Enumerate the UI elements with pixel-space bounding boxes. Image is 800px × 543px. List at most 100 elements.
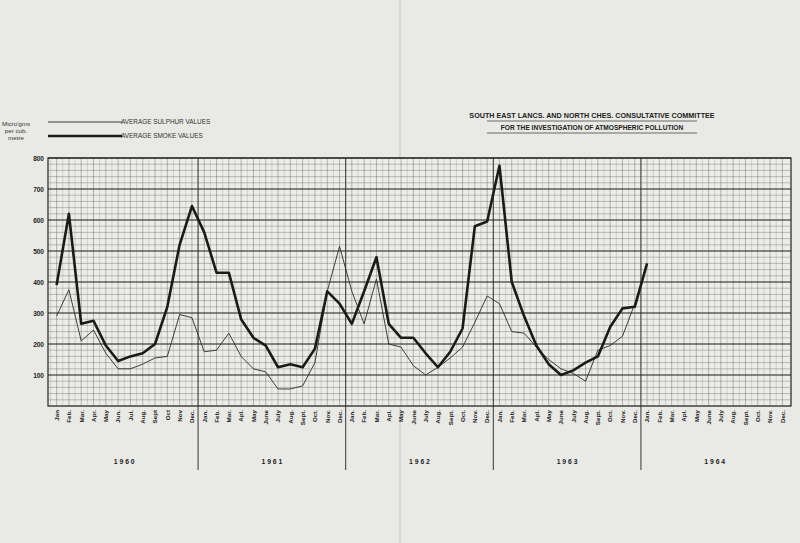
x-tick-label: Sept.	[594, 410, 601, 425]
x-tick-label: Feb.	[65, 410, 72, 423]
x-tick-label: Sept.	[447, 410, 454, 425]
x-tick-label: Oct	[164, 410, 171, 420]
x-tick-label: Sept.	[742, 410, 749, 425]
x-tick-label: Feb.	[213, 410, 220, 423]
x-tick-label: Oct.	[606, 410, 613, 422]
x-tick-label: Mar.	[78, 410, 85, 423]
x-tick-label: Dec.	[336, 410, 343, 423]
x-tick-label: Nov.	[324, 410, 331, 423]
x-tick-label: Feb.	[360, 410, 367, 423]
x-tick-label: May	[693, 409, 700, 422]
title-rule	[487, 133, 697, 134]
year-label: 1 9 6 4	[704, 458, 725, 465]
minor-grid	[48, 158, 791, 159]
legend-swatch	[48, 135, 122, 138]
x-tick-label: Mar.	[225, 410, 232, 423]
legend-label: AVERAGE SULPHUR VALUES	[121, 118, 210, 125]
x-tick-label: Oct.	[754, 410, 761, 422]
minor-grid	[48, 251, 791, 252]
x-tick-label: Dec.	[483, 410, 490, 423]
chart: SOUTH EAST LANCS. AND NORTH CHES. CONSUL…	[0, 0, 800, 543]
grid-line	[48, 220, 791, 221]
x-tick-label: Nov.	[619, 410, 626, 423]
x-tick-label: Mar.	[668, 410, 675, 423]
x-tick-label: Oct.	[311, 410, 318, 422]
x-tick-label: Jan.	[201, 410, 208, 423]
minor-grid	[48, 220, 791, 221]
y-tick-label: 600	[33, 217, 44, 224]
plot-frame	[48, 158, 791, 406]
grid-line	[48, 189, 791, 190]
minor-grid	[48, 313, 791, 314]
subtitle: FOR THE INVESTIGATION OF ATMOSPHERIC POL…	[501, 124, 684, 131]
series-line	[57, 166, 647, 375]
x-tick-label: July	[717, 409, 724, 422]
grid-line	[48, 282, 791, 283]
x-tick-label: Jan.	[643, 410, 650, 423]
x-tick-label: Mar.	[520, 410, 527, 423]
x-tick-label: Aug.	[287, 410, 294, 424]
grid-line	[48, 313, 791, 314]
legend-swatch	[48, 122, 122, 123]
x-tick-label: Mar.	[373, 410, 380, 423]
x-tick-label: Jun.	[114, 410, 121, 423]
x-tick-label: July	[570, 409, 577, 422]
x-tick-label: Jul.	[127, 410, 134, 421]
x-tick-label: June	[705, 409, 712, 424]
minor-grid	[48, 189, 791, 190]
y-tick-label: 100	[33, 372, 44, 379]
x-tick-label: Jan.	[496, 410, 503, 423]
x-tick-label: Apl.	[680, 410, 687, 422]
grid-line	[48, 375, 791, 376]
x-tick-label: Oct.	[459, 410, 466, 422]
x-tick-label: Feb.	[508, 410, 515, 423]
x-tick-label: May	[102, 409, 109, 422]
x-tick-label: Dec.	[188, 410, 195, 423]
year-label: 1 9 6 1	[261, 458, 282, 465]
grid-line	[48, 251, 791, 252]
x-tick-label: June	[410, 409, 417, 424]
x-tick-label: Apl.	[385, 410, 392, 422]
x-tick-label: Apl.	[237, 410, 244, 422]
x-tick-label: May	[250, 409, 257, 422]
x-tick-label: Sept	[151, 410, 158, 423]
y-tick-label: 800	[33, 155, 44, 162]
y-tick-label: 200	[33, 341, 44, 348]
x-tick-label: Jan	[53, 410, 60, 421]
x-tick-label: Feb.	[656, 410, 663, 423]
title: SOUTH EAST LANCS. AND NORTH CHES. CONSUL…	[469, 111, 715, 120]
x-tick-label: Jan.	[348, 410, 355, 423]
x-tick-label: May	[545, 409, 552, 422]
x-tick-label: June	[557, 409, 564, 424]
x-tick-label: Nov.	[766, 410, 773, 423]
y-tick-label: 300	[33, 310, 44, 317]
grid-line	[48, 158, 791, 159]
x-tick-label: Aug.	[434, 410, 441, 424]
x-tick-label: Dec.	[779, 410, 786, 423]
year-divider	[198, 158, 199, 470]
year-divider	[640, 158, 641, 470]
x-tick-label: Nov	[176, 409, 183, 421]
x-tick-label: June	[262, 409, 269, 424]
y-tick-label: 400	[33, 279, 44, 286]
data-group	[57, 166, 647, 389]
x-tick-label: Aug.	[582, 410, 589, 424]
x-tick-label: July	[422, 409, 429, 422]
x-tick-label: July	[274, 409, 281, 422]
x-tick-label: Apl.	[533, 410, 540, 422]
y-tick-label: 500	[33, 248, 44, 255]
title-rule	[487, 121, 697, 122]
year-label: 1 9 6 2	[409, 458, 430, 465]
year-label: 1 9 6 3	[557, 458, 578, 465]
minor-grid	[48, 375, 791, 376]
x-tick-label: Aug.	[729, 410, 736, 424]
series-line	[57, 246, 647, 389]
legend-label: AVERAGE SMOKE VALUES	[121, 132, 203, 139]
year-divider	[493, 158, 494, 470]
x-tick-label: May	[397, 409, 404, 422]
x-tick-label: Sept.	[299, 410, 306, 425]
x-tick-label: Dec.	[631, 410, 638, 423]
x-tick-label: Nov.	[471, 410, 478, 423]
y-label: Micro'gmsper cub.metre	[2, 120, 30, 141]
y-tick-label: 700	[33, 186, 44, 193]
